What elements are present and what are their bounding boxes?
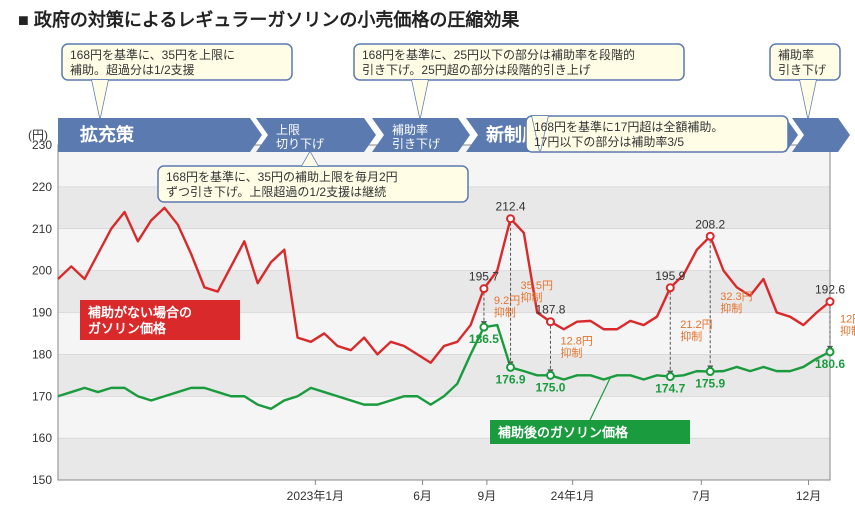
x-tick-label: 9月 bbox=[478, 489, 497, 503]
x-tick-label: 2023年1月 bbox=[287, 489, 344, 503]
y-axis-label: (円) bbox=[28, 128, 48, 142]
marker-bot-label: 175.9 bbox=[695, 377, 725, 391]
marker-top-label: 195.7 bbox=[469, 270, 499, 284]
x-tick-label: 24年1月 bbox=[551, 489, 595, 503]
callout-stem-fill bbox=[92, 80, 108, 118]
marker-top bbox=[480, 285, 487, 292]
marker-bot-label: 186.5 bbox=[469, 332, 499, 346]
marker-bot-label: 175.0 bbox=[535, 380, 565, 394]
callout-stem-fill bbox=[412, 80, 428, 118]
marker-top bbox=[507, 215, 514, 222]
marker-bot bbox=[547, 372, 554, 379]
y-tick-label: 190 bbox=[32, 306, 52, 320]
marker-bot-label: 180.6 bbox=[815, 357, 845, 371]
marker-bot-label: 176.9 bbox=[496, 372, 526, 386]
marker-bot bbox=[480, 324, 487, 331]
marker-bot bbox=[667, 373, 674, 380]
suppression-label: 12円抑制 bbox=[840, 314, 855, 338]
marker-top bbox=[667, 284, 674, 291]
y-tick-label: 210 bbox=[32, 222, 52, 236]
marker-top-label: 195.9 bbox=[655, 269, 685, 283]
marker-top bbox=[707, 233, 714, 240]
marker-top-label: 208.2 bbox=[695, 217, 725, 231]
y-tick-label: 220 bbox=[32, 180, 52, 194]
chart-title: ■ 政府の対策によるレギュラーガソリンの小売価格の圧縮効果 bbox=[18, 9, 520, 30]
chart-root: ■ 政府の対策によるレギュラーガソリンの小売価格の圧縮効果 150 160 170 18… bbox=[0, 0, 855, 519]
y-tick-label: 180 bbox=[32, 347, 52, 361]
x-tick-label: 12月 bbox=[796, 489, 821, 503]
phase-segment bbox=[792, 118, 850, 152]
y-tick-label: 160 bbox=[32, 431, 52, 445]
y-tick-label: 170 bbox=[32, 389, 52, 403]
marker-top-label: 192.6 bbox=[815, 283, 845, 297]
marker-top-label: 187.8 bbox=[535, 303, 565, 317]
marker-bot-label: 174.7 bbox=[655, 382, 685, 396]
marker-bot bbox=[707, 368, 714, 375]
y-tick-label: 150 bbox=[32, 473, 52, 487]
label-with-subsidy-text: 補助後のガソリン価格 bbox=[497, 425, 629, 440]
x-tick-label: 7月 bbox=[692, 489, 711, 503]
callout-stem-fill bbox=[800, 80, 816, 118]
x-tick-label: 6月 bbox=[413, 489, 432, 503]
plot-band bbox=[58, 438, 830, 480]
marker-top bbox=[547, 318, 554, 325]
chart-svg: ■ 政府の対策によるレギュラーガソリンの小売価格の圧縮効果 150 160 170 18… bbox=[0, 0, 855, 519]
marker-top bbox=[827, 298, 834, 305]
marker-bot bbox=[827, 348, 834, 355]
marker-top-label: 212.4 bbox=[496, 200, 526, 214]
y-tick-label: 200 bbox=[32, 264, 52, 278]
marker-bot bbox=[507, 364, 514, 371]
phase-label: 拡充策 bbox=[80, 124, 135, 145]
